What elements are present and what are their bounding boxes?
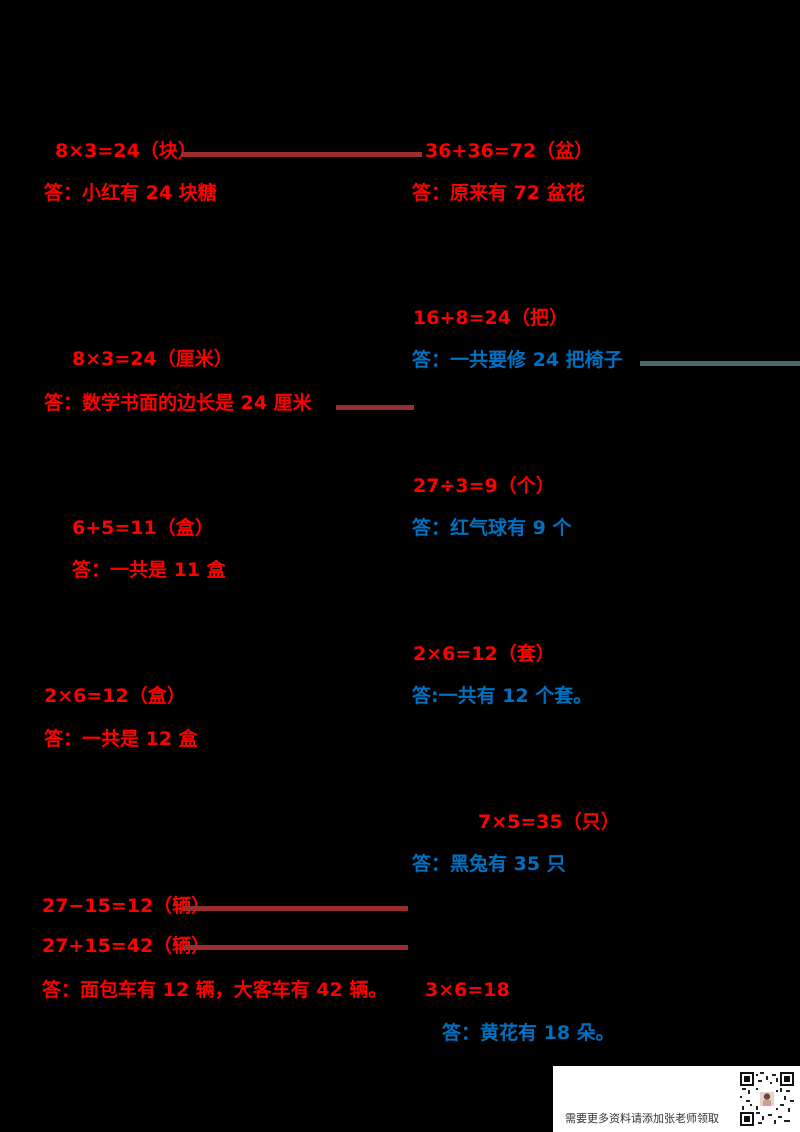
equation-2: 36+36=72（盆） xyxy=(425,140,594,162)
connector-line xyxy=(336,405,414,410)
equation-9: 7×5=35（只） xyxy=(478,811,620,833)
equation-3: 16+8=24（把） xyxy=(413,307,568,329)
answer-10: 答：面包车有 12 辆，大客车有 42 辆。 xyxy=(42,979,388,1001)
equation-11: 3×6=18 xyxy=(425,979,510,1001)
answer-8: 答：一共是 12 盒 xyxy=(44,728,198,750)
equation-8: 2×6=12（盒） xyxy=(44,685,186,707)
answer-7: 答:一共有 12 个套。 xyxy=(412,685,593,707)
answer-1: 答：小红有 24 块糖 xyxy=(44,182,217,204)
footer-banner: 需要更多资料请添加张老师领取 xyxy=(553,1066,800,1132)
answer-3: 答：一共要修 24 把椅子 xyxy=(412,349,623,371)
answer-9: 答：黑兔有 35 只 xyxy=(412,853,566,875)
equation-6: 6+5=11（盒） xyxy=(72,517,214,539)
equation-10a: 27−15=12（辆） xyxy=(42,895,211,917)
equation-10b: 27+15=42（辆） xyxy=(42,935,211,957)
connector-line xyxy=(183,906,408,911)
answer-2: 答：原来有 72 盆花 xyxy=(412,182,585,204)
answer-5: 答：红气球有 9 个 xyxy=(412,517,572,539)
equation-7: 2×6=12（套） xyxy=(413,643,555,665)
answer-4: 答：数学书面的边长是 24 厘米 xyxy=(44,392,312,414)
equation-1: 8×3=24（块） xyxy=(55,140,197,162)
answer-11: 答：黄花有 18 朵。 xyxy=(442,1022,615,1044)
qr-code-icon[interactable] xyxy=(740,1072,794,1126)
footer-text: 需要更多资料请添加张老师领取 xyxy=(565,1112,719,1125)
connector-line xyxy=(183,945,408,950)
answer-6: 答：一共是 11 盒 xyxy=(72,559,226,581)
connector-line xyxy=(182,152,422,157)
equation-5: 27÷3=9（个） xyxy=(413,475,555,497)
connector-line xyxy=(640,361,800,366)
equation-4: 8×3=24（厘米） xyxy=(72,348,233,370)
